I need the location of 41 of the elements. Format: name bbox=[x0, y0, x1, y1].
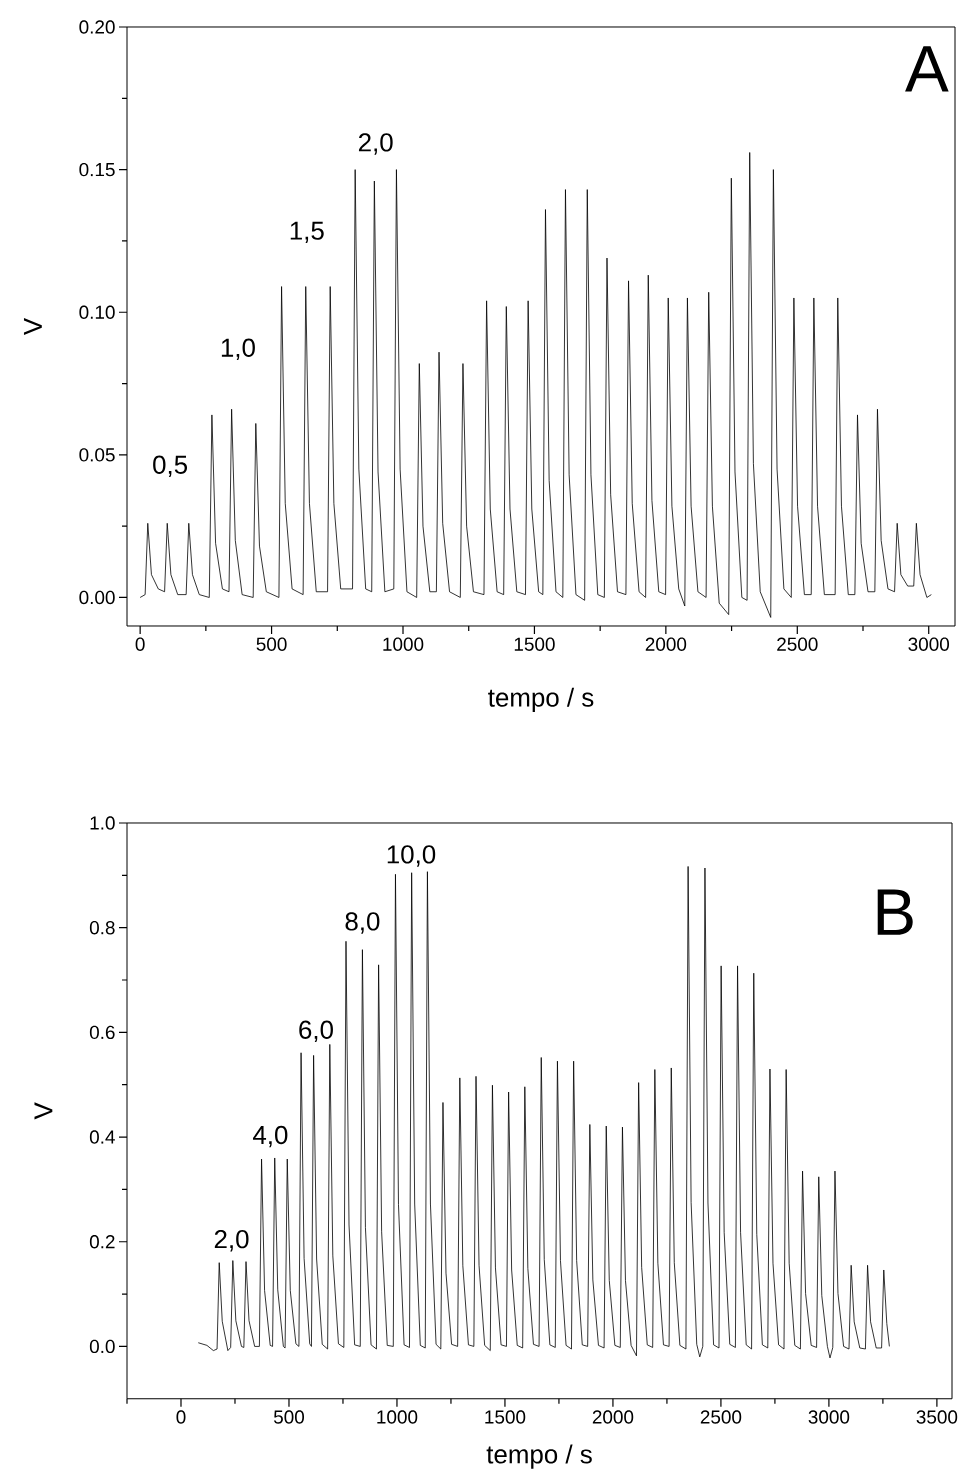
y-tick-label: 0.2 bbox=[89, 1235, 115, 1249]
annotation: 1,5 bbox=[290, 221, 324, 243]
annotation: 8,0 bbox=[345, 912, 380, 934]
x-tick-label: 0 bbox=[176, 1410, 186, 1424]
x-tick-label: 3000 bbox=[808, 1410, 850, 1424]
y-tick-label: 0.00 bbox=[79, 590, 115, 605]
annotation: 6,0 bbox=[299, 1020, 333, 1043]
x-tick-label: 3500 bbox=[916, 1410, 958, 1424]
x-axis-title: tempo / s bbox=[488, 687, 594, 712]
annotation: 2,0 bbox=[214, 1229, 249, 1252]
x-axis-title: tempo / s bbox=[486, 1444, 592, 1469]
x-tick-label: 1500 bbox=[514, 637, 555, 651]
chart-title: A bbox=[905, 46, 949, 92]
annotation: 2,0 bbox=[358, 133, 393, 155]
x-tick-label: 2500 bbox=[777, 637, 818, 651]
y-tick-label: 0.6 bbox=[89, 1025, 115, 1040]
annotation: 4,0 bbox=[252, 1125, 288, 1148]
y-tick-label: 0.10 bbox=[79, 305, 115, 319]
x-tick-label: 3000 bbox=[908, 637, 950, 651]
y-tick-label: 1.0 bbox=[90, 816, 115, 830]
x-tick-label: 500 bbox=[256, 637, 287, 651]
annotation: 1,0 bbox=[221, 338, 255, 361]
x-tick-label: 1500 bbox=[485, 1410, 526, 1424]
x-tick-label: 0 bbox=[135, 637, 145, 651]
y-axis-title: V bbox=[34, 1102, 53, 1120]
x-tick-label: 1000 bbox=[377, 1410, 418, 1424]
annotation: 10,0 bbox=[387, 845, 436, 867]
y-tick-label: 0.0 bbox=[89, 1339, 115, 1354]
y-tick-label: 0.20 bbox=[79, 20, 115, 34]
annotation: 0,5 bbox=[153, 455, 188, 477]
y-axis-title: V bbox=[23, 317, 42, 336]
y-tick-label: 0.8 bbox=[89, 920, 115, 935]
x-tick-label: 2000 bbox=[592, 1410, 634, 1424]
x-tick-label: 1000 bbox=[383, 637, 424, 651]
y-tick-label: 0.4 bbox=[89, 1130, 115, 1144]
y-tick-label: 0.15 bbox=[79, 162, 115, 177]
x-tick-label: 2500 bbox=[700, 1410, 742, 1424]
text: B bbox=[877, 889, 913, 935]
x-tick-label: 500 bbox=[273, 1410, 305, 1424]
x-tick-label: 2000 bbox=[645, 637, 687, 651]
y-tick-label: 0.05 bbox=[79, 448, 115, 462]
